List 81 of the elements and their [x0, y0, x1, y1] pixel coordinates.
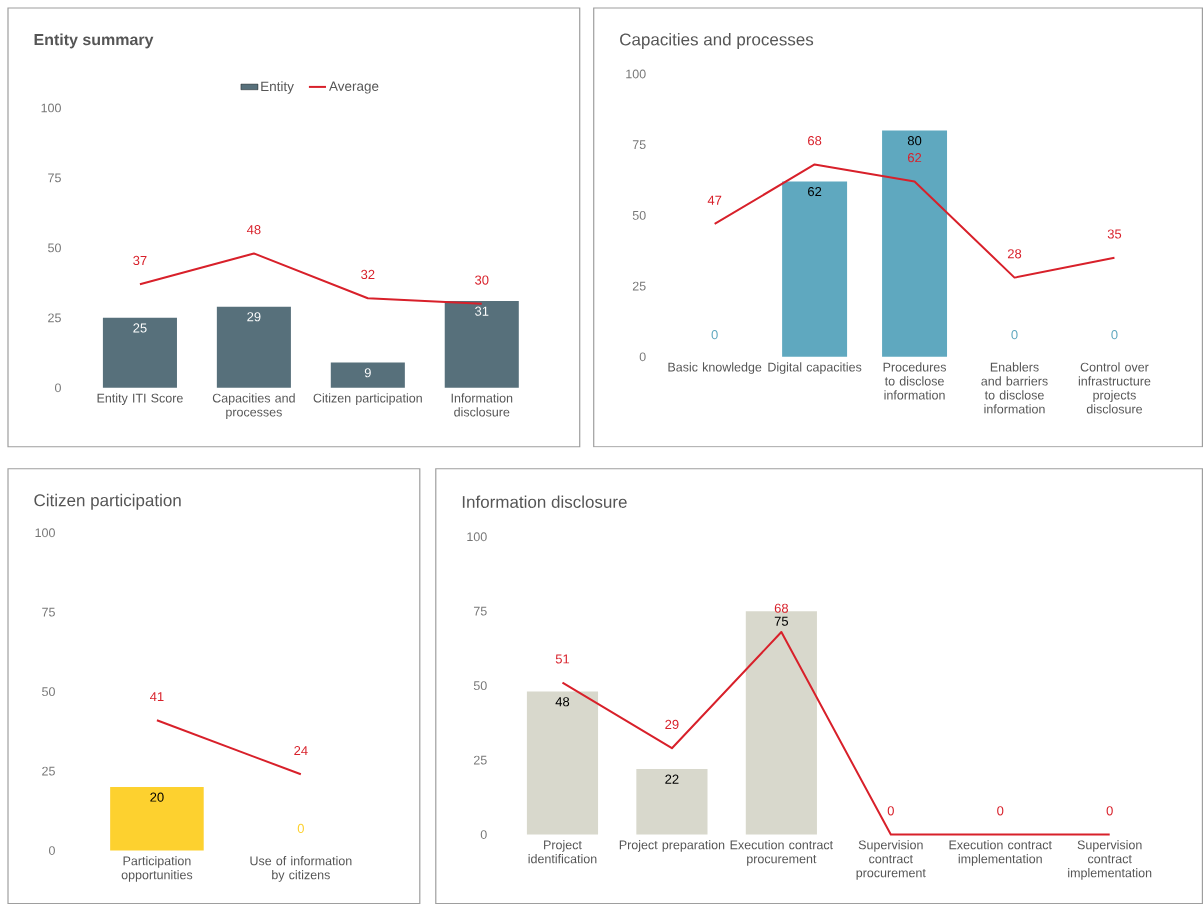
y-tick-label: 50 [473, 681, 487, 691]
data-label: 25 [133, 323, 147, 333]
x-tick-label: Procedures to disclose information [883, 362, 947, 400]
data-label: 31 [475, 306, 489, 316]
y-tick-label: 50 [632, 210, 646, 220]
bar [102, 317, 177, 388]
y-tick-label: 75 [48, 173, 61, 183]
y-tick-label: 0 [54, 383, 61, 393]
x-tick-label: Supervision contract procurement [856, 840, 926, 880]
data-label: 62 [808, 186, 822, 197]
x-tick-label: Execution contract procurement [730, 840, 833, 866]
legend-label: Average [329, 81, 379, 94]
bar [330, 362, 405, 388]
y-tick-label: 100 [41, 103, 61, 113]
chart-title: Information disclosure [462, 495, 627, 508]
y-tick-label: 25 [632, 281, 646, 291]
x-tick-label: Execution contract implementation [949, 840, 1052, 866]
data-label: 62 [907, 152, 922, 163]
data-label: 41 [150, 692, 164, 701]
chart-title: Capacities and processes [620, 32, 814, 49]
y-tick-label: 25 [48, 313, 61, 323]
data-label: 35 [1107, 229, 1122, 239]
chart-title: Citizen participation [34, 493, 181, 510]
x-tick-label: Use of information by citizens [250, 856, 352, 882]
x-tick-label: Information disclosure [451, 393, 513, 417]
data-label: 48 [555, 697, 570, 707]
data-label: 75 [774, 616, 789, 626]
y-tick-label: 75 [632, 140, 646, 149]
y-tick-label: 100 [35, 528, 55, 538]
data-label: 80 [907, 135, 922, 146]
data-label: 9 [364, 368, 371, 378]
data-label: 0 [1106, 806, 1113, 816]
y-tick-label: 75 [473, 606, 487, 616]
data-label: 20 [150, 792, 164, 802]
y-tick-label: 25 [473, 755, 487, 765]
x-tick-label: Enablers and barriers to disclose information [981, 362, 1048, 414]
data-label: 29 [247, 312, 261, 322]
data-label: 24 [294, 745, 308, 756]
bar [216, 306, 291, 388]
y-tick-label: 0 [639, 352, 646, 362]
bar [745, 611, 817, 835]
bar [444, 300, 519, 388]
data-label: 30 [475, 275, 489, 285]
data-label: 0 [887, 806, 894, 816]
y-tick-label: 100 [467, 532, 487, 542]
x-tick-label: Project identification [528, 840, 597, 864]
data-label: 48 [246, 225, 261, 235]
bar [636, 768, 708, 835]
x-tick-label: Project preparation [619, 840, 725, 852]
data-label: 0 [1011, 330, 1018, 340]
x-tick-label: Participation opportunities [121, 856, 193, 882]
data-label: 22 [665, 774, 679, 784]
data-label: 68 [808, 136, 822, 146]
data-label: 29 [665, 719, 679, 729]
data-label: 0 [1111, 330, 1118, 340]
data-label: 32 [361, 269, 375, 279]
bar [526, 691, 599, 835]
chart-title: Entity summary [34, 33, 154, 49]
y-tick-label: 75 [42, 607, 55, 617]
x-tick-label: Digital capacities [768, 362, 862, 374]
data-label: 68 [774, 603, 789, 613]
y-tick-label: 0 [480, 830, 487, 839]
data-label: 28 [1007, 249, 1022, 259]
x-tick-label: Basic knowledge [668, 362, 762, 374]
x-tick-label: Supervision contract implementation [1068, 840, 1152, 880]
data-label: 47 [707, 195, 722, 205]
y-tick-label: 25 [42, 766, 55, 776]
data-label: 0 [997, 806, 1004, 816]
legend-label: Entity [261, 81, 294, 94]
y-tick-label: 0 [48, 846, 55, 855]
x-tick-label: Citizen participation [313, 393, 422, 405]
data-label: 37 [133, 255, 147, 265]
y-tick-label: 50 [48, 243, 61, 253]
y-tick-label: 50 [42, 687, 55, 697]
x-tick-label: Entity ITI Score [97, 393, 183, 405]
x-tick-label: Capacities and processes [212, 393, 295, 419]
data-label: 51 [555, 654, 570, 664]
data-label: 0 [711, 330, 718, 340]
data-label: 0 [297, 823, 304, 833]
x-tick-label: Control over infrastructure projects disclosure [1078, 362, 1151, 414]
y-tick-label: 100 [626, 69, 646, 79]
